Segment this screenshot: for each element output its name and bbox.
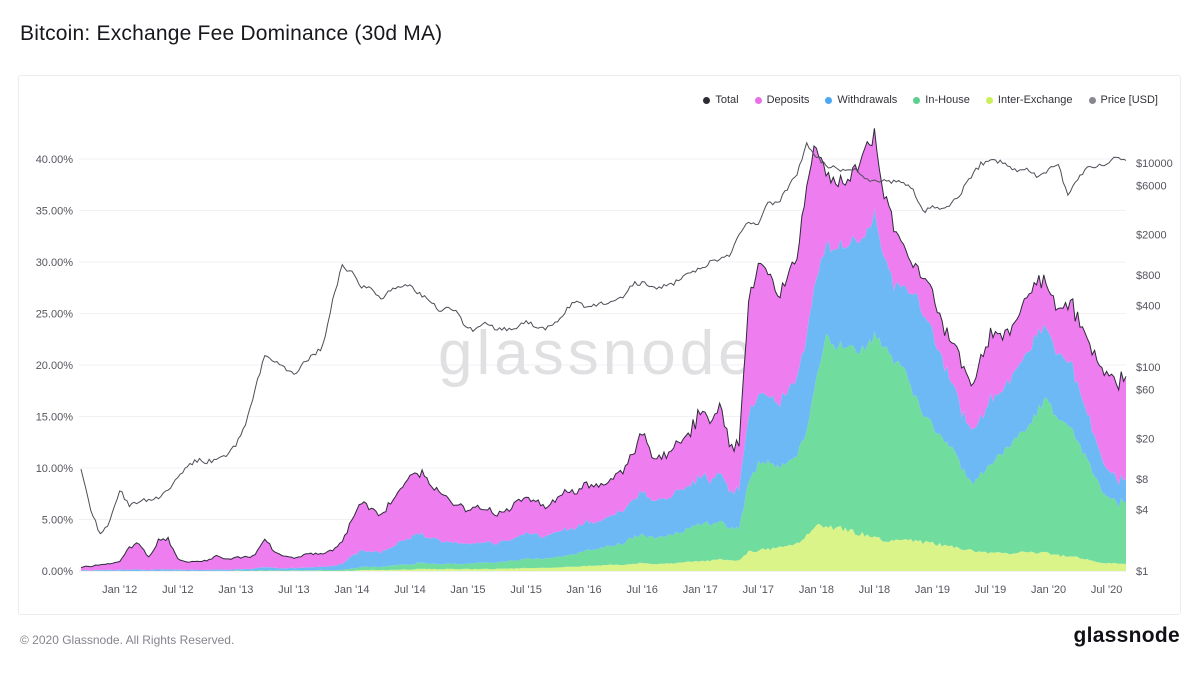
y-left-tick-label: 40.00% <box>36 154 74 166</box>
y-left-tick-label: 15.00% <box>36 412 74 424</box>
chart-card: Total Deposits Withdrawals In-House Inter-Ex… <box>18 75 1181 615</box>
y-left-tick-label: 25.00% <box>36 309 74 321</box>
legend-item-in-house[interactable]: In-House <box>913 94 970 106</box>
y-right-tick-label: $2000 <box>1136 229 1167 241</box>
price-line <box>80 141 1127 535</box>
legend-label: Inter-Exchange <box>997 94 1073 106</box>
legend-item-price-usd[interactable]: Price [USD] <box>1088 94 1158 106</box>
legend-item-total[interactable]: Total <box>703 94 739 106</box>
legend-dot-price-usd <box>1088 96 1096 104</box>
y-right-tick-label: $800 <box>1136 270 1160 282</box>
x-tick-label: Jul '19 <box>975 584 1006 596</box>
y-right-tick-label: $6000 <box>1136 181 1167 193</box>
y-right-tick-label: $100 <box>1136 362 1160 374</box>
legend-label: Total <box>715 94 739 106</box>
x-tick-label: Jan '13 <box>218 584 253 596</box>
x-tick-label: Jan '16 <box>567 584 602 596</box>
x-tick-label: Jul '16 <box>626 584 657 596</box>
legend-label: Deposits <box>766 94 810 106</box>
x-tick-label: Jul '12 <box>162 584 193 596</box>
area-in-house <box>81 331 1126 571</box>
fee-dominance-chart[interactable]: glassnode 0.00% 5.00% 10.00% 15.00% 20.00% 25… <box>19 76 1180 614</box>
y-right-tick-label: $400 <box>1136 301 1160 313</box>
x-tick-label: Jan '14 <box>334 584 369 596</box>
chart-legend: Total Deposits Withdrawals In-House Inter-Ex… <box>703 94 1158 106</box>
x-tick-label: Jan '15 <box>450 584 485 596</box>
footer-copyright: © 2020 Glassnode. All Rights Reserved. <box>20 633 235 647</box>
x-tick-label: Jul '20 <box>1091 584 1122 596</box>
legend-label: Price [USD] <box>1100 94 1158 106</box>
legend-dot-deposits <box>754 96 762 104</box>
y-left-tick-label: 30.00% <box>36 257 74 269</box>
page-title: Bitcoin: Exchange Fee Dominance (30d MA) <box>20 22 443 45</box>
x-tick-label: Jan '17 <box>683 584 718 596</box>
x-tick-label: Jan '12 <box>102 584 137 596</box>
legend-item-withdrawals[interactable]: Withdrawals <box>825 94 897 106</box>
x-tick-label: Jan '19 <box>915 584 950 596</box>
y-right-tick-label: $60 <box>1136 385 1154 397</box>
legend-item-deposits[interactable]: Deposits <box>754 94 810 106</box>
legend-label: Withdrawals <box>837 94 898 106</box>
legend-item-inter-exchange[interactable]: Inter-Exchange <box>985 94 1073 106</box>
legend-label: In-House <box>925 94 970 106</box>
x-tick-label: Jul '17 <box>743 584 774 596</box>
gridlines <box>79 158 1126 572</box>
legend-dot-in-house <box>913 96 921 104</box>
y-right-tick-label: $1 <box>1136 566 1148 578</box>
x-tick-label: Jan '18 <box>799 584 834 596</box>
legend-dot-total <box>703 96 711 104</box>
y-left-tick-label: 10.00% <box>36 463 74 475</box>
x-tick-label: Jul '13 <box>278 584 309 596</box>
stacked-areas <box>81 128 1126 571</box>
x-tick-label: Jul '14 <box>394 584 425 596</box>
x-tick-label: Jul '15 <box>510 584 541 596</box>
legend-dot-withdrawals <box>825 96 833 104</box>
y-right-tick-label: $8 <box>1136 474 1148 486</box>
area-inter-exchange <box>81 523 1126 571</box>
total-line <box>80 128 1127 569</box>
y-left-tick-label: 35.00% <box>36 206 74 218</box>
y-right-tick-label: $10000 <box>1136 158 1173 170</box>
glassnode-logo: glassnode <box>1073 624 1180 647</box>
x-tick-label: Jan '20 <box>1031 584 1066 596</box>
y-left-tick-label: 0.00% <box>42 566 73 578</box>
legend-dot-inter-exchange <box>985 96 993 104</box>
axis-labels: 0.00% 5.00% 10.00% 15.00% 20.00% 25.00% 30.00%… <box>36 154 1173 596</box>
y-left-tick-label: 20.00% <box>36 360 74 372</box>
y-right-tick-label: $4 <box>1136 505 1148 517</box>
area-withdrawals <box>81 208 1126 571</box>
y-left-tick-label: 5.00% <box>42 515 73 527</box>
y-right-tick-label: $20 <box>1136 433 1154 445</box>
watermark: glassnode <box>438 319 757 388</box>
x-tick-label: Jul '18 <box>859 584 890 596</box>
